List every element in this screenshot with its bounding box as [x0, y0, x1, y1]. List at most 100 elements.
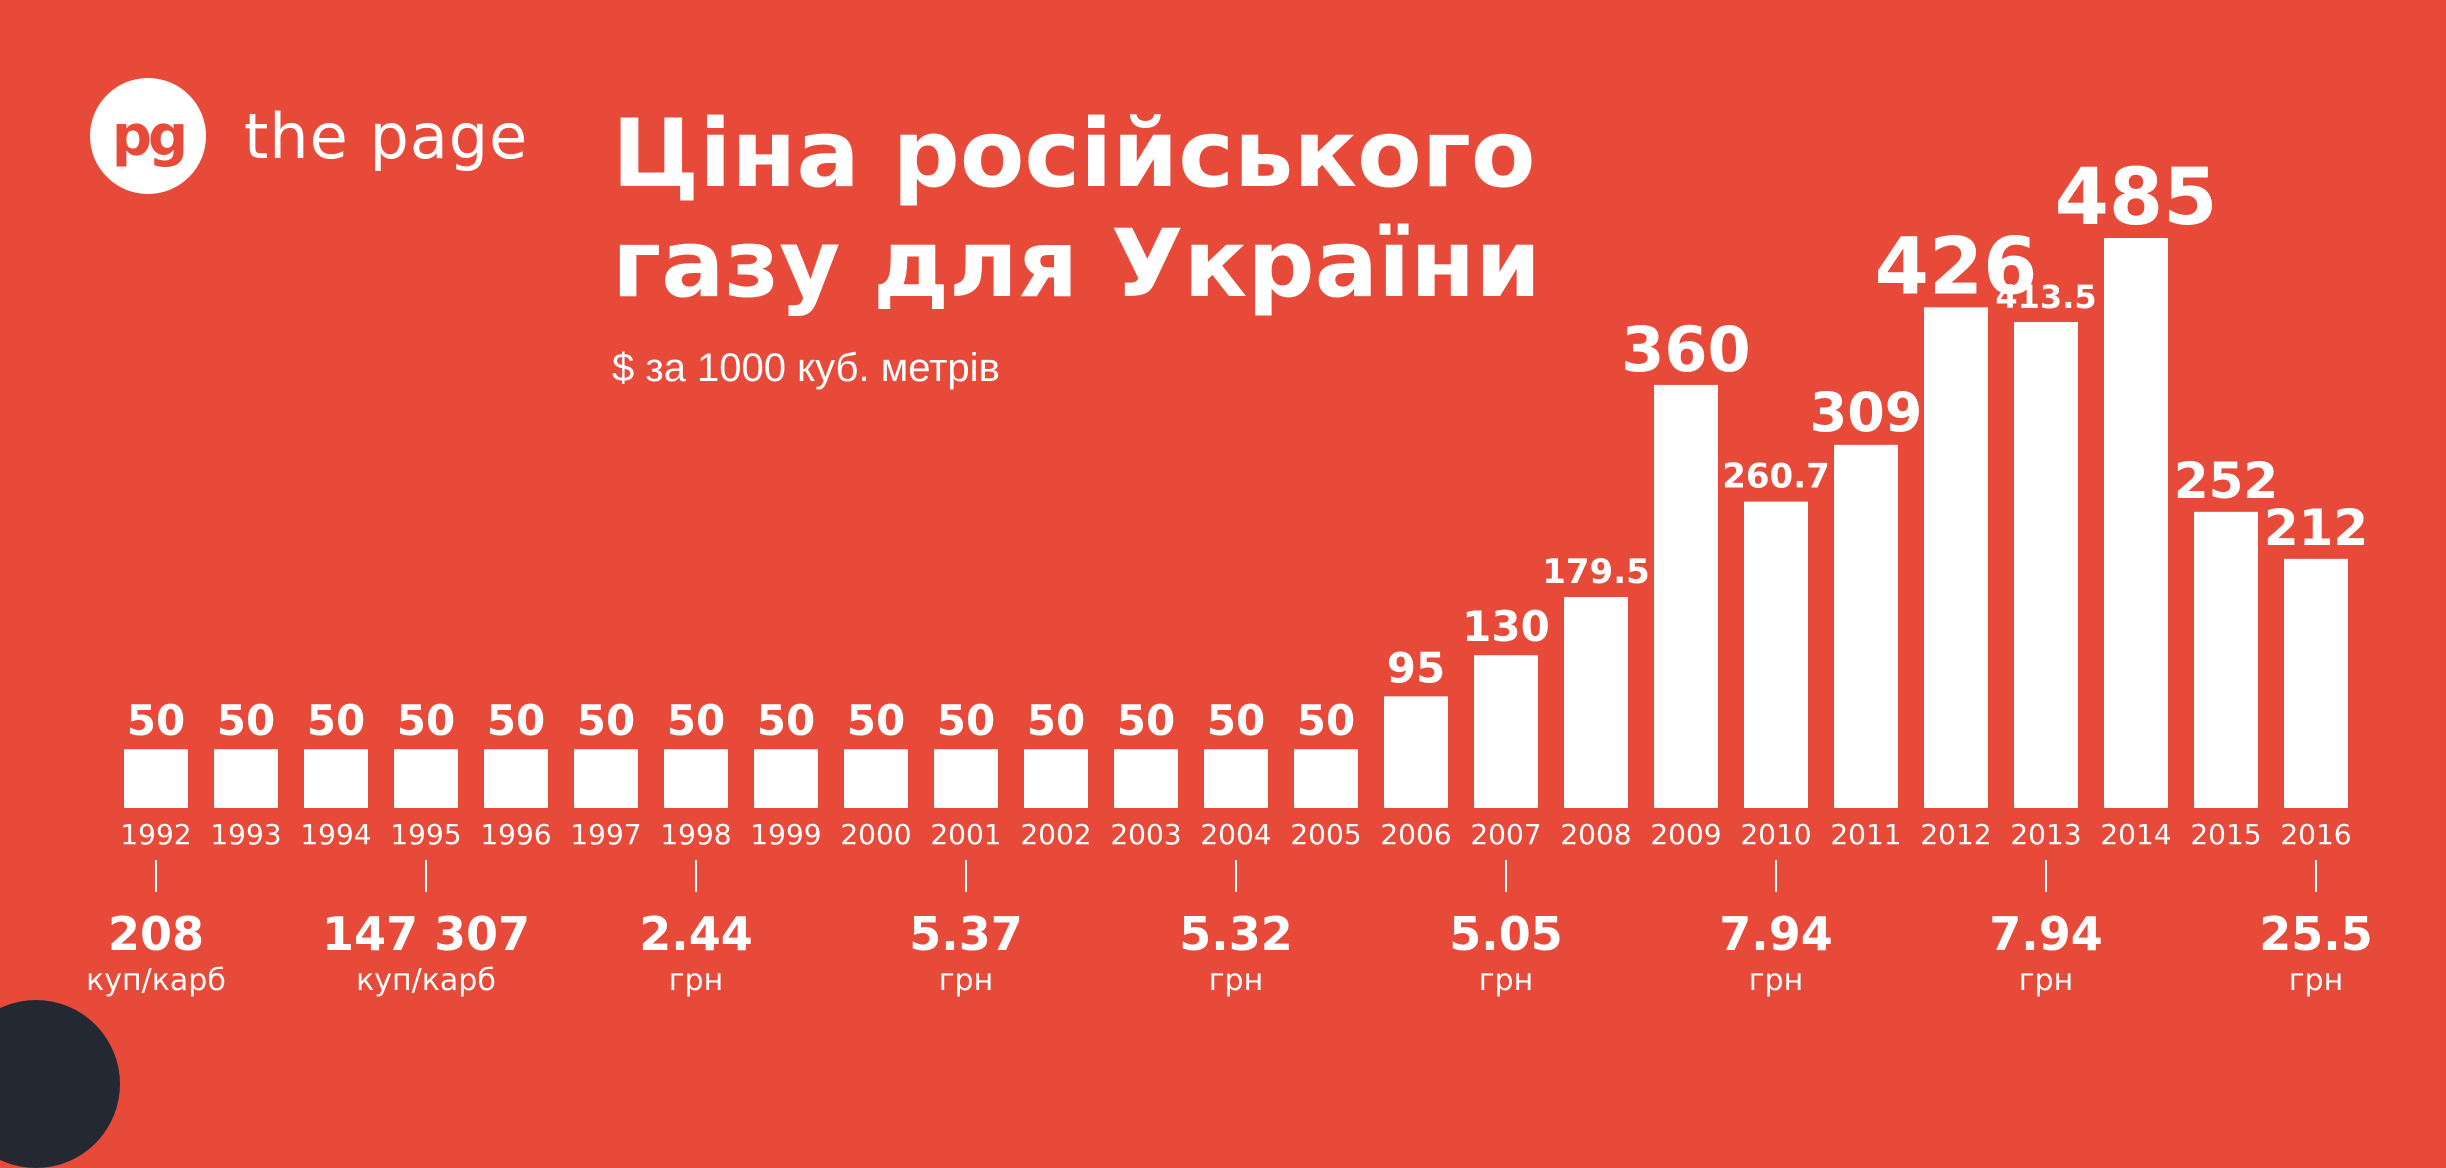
bar-2008: [1564, 597, 1628, 808]
value-label-2008: 179.5: [1542, 552, 1650, 592]
bar-2011: [1834, 444, 1898, 808]
value-label-2000: 50: [847, 696, 905, 745]
value-label-2003: 50: [1117, 696, 1175, 745]
bar-1995: [394, 749, 458, 808]
chart-subtitle: $ за 1000 куб. метрів: [612, 346, 1000, 390]
local-price-unit-2010: грн: [1749, 963, 1803, 998]
tick-label-2002: 2002: [1020, 818, 1091, 851]
value-label-1995: 50: [397, 696, 455, 745]
tick-label-2001: 2001: [930, 818, 1001, 851]
bar-1994: [304, 749, 368, 808]
value-label-2011: 309: [1810, 381, 1923, 444]
tick-label-2000: 2000: [840, 818, 911, 851]
local-price-unit-1992: куп/карб: [86, 963, 226, 998]
bar-1998: [664, 749, 728, 808]
tick-label-1998: 1998: [660, 818, 731, 851]
local-price-value-2016: 25.5: [2259, 907, 2373, 961]
value-label-2010: 260.7: [1722, 457, 1830, 497]
tick-label-1995: 1995: [390, 818, 461, 851]
value-label-2007: 130: [1462, 602, 1550, 651]
tick-label-2012: 2012: [1920, 818, 1991, 851]
local-price-value-1992: 208: [108, 907, 204, 961]
local-price-unit-2007: грн: [1479, 963, 1533, 998]
value-label-2016: 212: [2264, 499, 2368, 557]
title-line-1: Ціна російського: [612, 100, 1536, 209]
tick-label-2015: 2015: [2190, 818, 2261, 851]
tick-label-1997: 1997: [570, 818, 641, 851]
tick-label-2011: 2011: [1830, 818, 1901, 851]
bar-2016: [2284, 558, 2348, 808]
logo-icon: pg: [90, 78, 206, 194]
bar-2009: [1654, 384, 1718, 808]
local-price-unit-2001: грн: [939, 963, 993, 998]
local-price-unit-2016: грн: [2289, 963, 2343, 998]
tick-label-2004: 2004: [1200, 818, 1271, 851]
value-label-1998: 50: [667, 696, 725, 745]
local-price-value-2007: 5.05: [1449, 907, 1563, 961]
value-label-2015: 252: [2174, 452, 2278, 510]
tick-label-2016: 2016: [2280, 818, 2351, 851]
tick-label-2008: 2008: [1560, 818, 1631, 851]
value-label-2006: 95: [1387, 643, 1445, 692]
bar-chart: 50 1992 50 1993 50 1994 50 1995 50 1996 50 1997 50 19…: [86, 153, 2373, 998]
bar-1997: [574, 749, 638, 808]
local-price-unit-1998: грн: [669, 963, 723, 998]
bar-2015: [2194, 511, 2258, 808]
value-label-1993: 50: [217, 696, 275, 745]
value-label-1997: 50: [577, 696, 635, 745]
value-label-2013: 413.5: [1995, 278, 2096, 316]
value-label-2014: 485: [2055, 153, 2218, 243]
value-label-1992: 50: [127, 696, 185, 745]
bar-2004: [1204, 749, 1268, 808]
value-label-1996: 50: [487, 696, 545, 745]
bar-2006: [1384, 696, 1448, 808]
value-label-2001: 50: [937, 696, 995, 745]
local-price-value-2001: 5.37: [909, 907, 1023, 961]
local-price-unit-2004: грн: [1209, 963, 1263, 998]
bar-2003: [1114, 749, 1178, 808]
tick-label-1992: 1992: [120, 818, 191, 851]
local-price-value-1998: 2.44: [639, 907, 753, 961]
bar-2014: [2104, 238, 2168, 808]
local-price-unit-1995: куп/карб: [356, 963, 496, 998]
value-label-2012: 426: [1875, 222, 2038, 312]
tick-label-1993: 1993: [210, 818, 281, 851]
value-label-2005: 50: [1297, 696, 1355, 745]
tick-label-2006: 2006: [1380, 818, 1451, 851]
page-title: Ціна російського газу для України: [612, 100, 1712, 320]
tick-label-1994: 1994: [300, 818, 371, 851]
value-label-2004: 50: [1207, 696, 1265, 745]
local-price-value-2004: 5.32: [1179, 907, 1293, 961]
tick-label-2009: 2009: [1650, 818, 1721, 851]
tick-label-2003: 2003: [1110, 818, 1181, 851]
local-price-value-2010: 7.94: [1719, 907, 1833, 961]
local-price-value-2013: 7.94: [1989, 907, 2103, 961]
tick-label-2013: 2013: [2010, 818, 2081, 851]
local-price-unit-2013: грн: [2019, 963, 2073, 998]
bar-2005: [1294, 749, 1358, 808]
bar-2010: [1744, 501, 1808, 808]
brand: pg the page: [90, 78, 528, 194]
bar-2002: [1024, 749, 1088, 808]
bar-1996: [484, 749, 548, 808]
local-price-value-1995: 147 307: [322, 907, 530, 961]
bar-2000: [844, 749, 908, 808]
value-label-2009: 360: [1621, 313, 1750, 386]
tick-label-1999: 1999: [750, 818, 821, 851]
bar-2013: [2014, 322, 2078, 808]
tick-label-2010: 2010: [1740, 818, 1811, 851]
brand-name: the page: [244, 99, 529, 173]
bar-2012: [1924, 307, 1988, 808]
bar-1993: [214, 749, 278, 808]
tick-label-2005: 2005: [1290, 818, 1361, 851]
bar-2001: [934, 749, 998, 808]
title-line-2: газу для України: [612, 210, 1542, 319]
bar-2007: [1474, 655, 1538, 808]
tick-label-1996: 1996: [480, 818, 551, 851]
value-label-1994: 50: [307, 696, 365, 745]
bar-1999: [754, 749, 818, 808]
value-label-2002: 50: [1027, 696, 1085, 745]
value-label-1999: 50: [757, 696, 815, 745]
tick-label-2007: 2007: [1470, 818, 1541, 851]
bar-1992: [124, 749, 188, 808]
